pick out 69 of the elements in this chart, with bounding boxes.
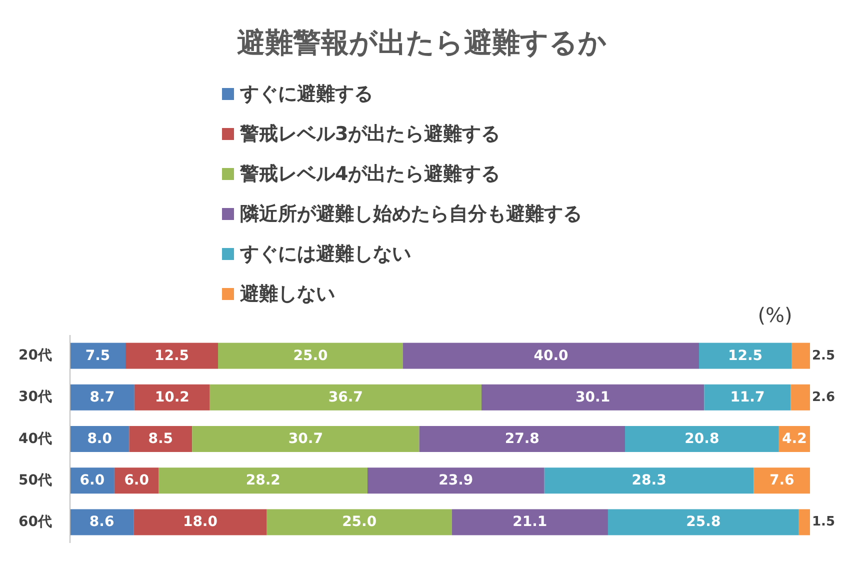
data-label: 12.5 (154, 348, 190, 364)
data-label: 30.1 (576, 389, 610, 406)
data-label: 2.6 (812, 390, 836, 405)
data-label: 30.7 (288, 431, 323, 447)
bar (704, 384, 791, 410)
bar (129, 426, 192, 452)
y-tick-label: 20代 (18, 348, 52, 364)
data-label: 28.3 (632, 472, 666, 489)
data-label: 27.8 (504, 431, 540, 447)
bar (70, 509, 134, 536)
bar (608, 509, 799, 536)
data-label: 12.5 (728, 348, 763, 364)
data-label: 1.5 (812, 514, 836, 530)
bar (798, 509, 810, 536)
bar (134, 384, 210, 410)
data-label: 25.0 (293, 348, 328, 364)
legend-label: すぐに避難する (239, 83, 373, 106)
bar (210, 384, 482, 410)
data-label: 2.5 (812, 348, 836, 364)
data-label: 6.0 (80, 472, 105, 489)
data-label: 8.7 (90, 389, 115, 406)
bar (625, 426, 779, 452)
legend-label: 警戒レベル3が出たら避難する (239, 123, 500, 146)
data-label: 7.5 (85, 348, 110, 364)
bar (792, 342, 810, 369)
bar (403, 342, 699, 369)
data-label: 36.7 (328, 389, 363, 406)
bar (70, 384, 134, 410)
y-tick-label: 40代 (18, 430, 52, 447)
legend-label: 隣近所が避難し始めたら自分も避難する (240, 203, 582, 226)
data-label: 4.2 (782, 431, 807, 447)
data-label: 40.0 (534, 348, 569, 364)
bar (367, 468, 544, 494)
bar (192, 426, 420, 452)
legend-label: すぐには避難しない (239, 243, 411, 266)
bar (699, 342, 792, 369)
data-label: 28.2 (246, 472, 280, 489)
data-label: 11.7 (730, 389, 765, 406)
data-label: 23.9 (438, 472, 474, 489)
y-tick-label: 50代 (18, 472, 52, 488)
text: (%) (758, 303, 792, 327)
data-label: 18.0 (182, 514, 218, 530)
bar (134, 509, 267, 536)
bar (452, 509, 608, 536)
data-label: 21.1 (512, 514, 548, 530)
y-tick-label: 30代 (18, 389, 52, 406)
data-label: 25.8 (686, 514, 721, 530)
bar (419, 426, 625, 452)
data-label: 7.6 (769, 472, 794, 489)
bar (266, 509, 452, 536)
legend-label: 警戒レベル4が出たら避難する (239, 163, 500, 186)
data-label: 6.0 (124, 472, 150, 489)
data-label: 8.5 (148, 431, 174, 447)
chart-title: 避難警報が出たら避難するか (237, 26, 607, 59)
bar (218, 342, 403, 369)
bar (790, 384, 810, 410)
bar (158, 468, 368, 494)
bar (544, 468, 754, 494)
bar (126, 342, 218, 369)
legend-label: 避難しない (240, 283, 335, 306)
data-label: 8.6 (89, 514, 114, 530)
bar (754, 468, 810, 494)
y-tick-label: 60代 (18, 514, 52, 530)
bar (481, 384, 704, 410)
data-label: 10.2 (154, 389, 190, 406)
data-label: 25.0 (342, 514, 377, 530)
data-label: 8.0 (87, 431, 112, 447)
data-label: 20.8 (684, 431, 720, 447)
bar (70, 342, 126, 369)
